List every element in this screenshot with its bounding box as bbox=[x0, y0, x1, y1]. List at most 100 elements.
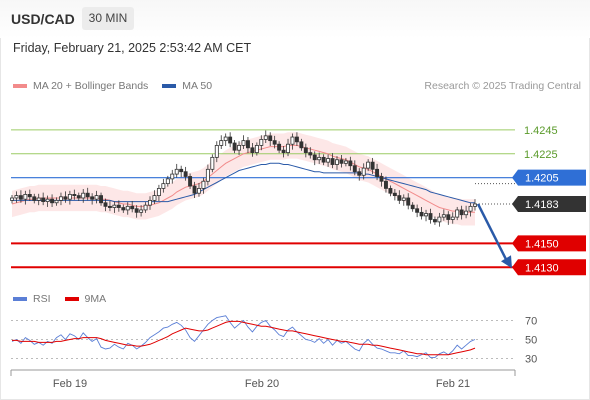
candle-body bbox=[459, 209, 464, 216]
candle-body bbox=[174, 168, 179, 175]
candle bbox=[392, 189, 397, 201]
candle bbox=[428, 208, 433, 224]
candle-body bbox=[335, 159, 339, 165]
candle bbox=[228, 132, 233, 148]
candle bbox=[170, 169, 175, 184]
candle bbox=[370, 157, 375, 175]
candle-body bbox=[286, 143, 290, 153]
candle bbox=[321, 154, 326, 166]
candle bbox=[455, 206, 460, 221]
candle bbox=[174, 163, 179, 178]
candle-body bbox=[188, 176, 193, 187]
level-label-0: 1.4245 bbox=[524, 125, 558, 137]
candle-body bbox=[428, 213, 433, 220]
candle-body bbox=[375, 168, 380, 177]
candle-body bbox=[455, 209, 460, 218]
candle-body bbox=[45, 198, 50, 202]
candle-body bbox=[205, 168, 210, 182]
candle bbox=[188, 173, 193, 190]
candle-body bbox=[437, 216, 442, 223]
candle bbox=[192, 181, 197, 198]
candle bbox=[441, 209, 446, 221]
candle-body bbox=[464, 210, 469, 216]
candle bbox=[245, 137, 250, 154]
candle-body bbox=[14, 195, 19, 199]
candle-body bbox=[116, 204, 121, 208]
candle-body bbox=[317, 156, 322, 161]
rsi-swatch bbox=[13, 297, 27, 301]
level-label-2: 1.4205 bbox=[525, 173, 559, 185]
candle bbox=[139, 205, 144, 217]
candle-body bbox=[250, 147, 255, 153]
candle-body bbox=[228, 136, 233, 144]
candle-body bbox=[134, 208, 139, 213]
candle-body bbox=[339, 159, 344, 164]
candle bbox=[161, 178, 166, 193]
candle bbox=[299, 138, 304, 151]
level-label-4: 1.4150 bbox=[525, 238, 559, 250]
ma50-line bbox=[12, 162, 475, 204]
candle-body bbox=[290, 136, 295, 145]
candle-body bbox=[263, 135, 268, 140]
candle bbox=[308, 147, 313, 159]
candle-body bbox=[468, 205, 473, 212]
candle bbox=[94, 190, 99, 204]
candle bbox=[223, 133, 228, 147]
candle bbox=[254, 142, 259, 156]
candle bbox=[112, 201, 117, 213]
candle-body bbox=[36, 197, 41, 201]
candle-body bbox=[321, 156, 326, 163]
candle bbox=[357, 168, 362, 181]
candle bbox=[437, 212, 442, 227]
rsi-tick-50: 50 bbox=[525, 335, 537, 347]
candle bbox=[116, 200, 121, 212]
candle-body bbox=[446, 214, 451, 220]
candle bbox=[281, 146, 286, 158]
candle bbox=[214, 141, 219, 163]
candle bbox=[54, 197, 59, 206]
candle bbox=[277, 141, 282, 154]
candle-body bbox=[308, 152, 313, 156]
candle bbox=[76, 192, 81, 201]
candle-body bbox=[245, 140, 250, 149]
level-label-3: 1.4183 bbox=[525, 199, 559, 211]
candle-body bbox=[165, 178, 170, 185]
rsi-tick-30: 30 bbox=[525, 354, 537, 366]
candle bbox=[241, 135, 246, 149]
candle-body bbox=[130, 205, 135, 210]
candle bbox=[401, 194, 406, 206]
candle-body bbox=[277, 143, 282, 151]
level-tag-3 bbox=[512, 195, 586, 212]
rsi-label: RSI bbox=[33, 293, 51, 305]
candle bbox=[85, 187, 90, 201]
candle-body bbox=[41, 197, 46, 202]
research-credit: Research © 2025 Trading Central bbox=[424, 80, 581, 92]
candle bbox=[237, 141, 242, 155]
candle bbox=[121, 204, 126, 213]
candle bbox=[36, 193, 41, 206]
candle bbox=[379, 172, 384, 187]
x-tick-label-2: Feb 21 bbox=[436, 378, 470, 390]
candle bbox=[415, 204, 420, 218]
ma20-line bbox=[11, 144, 475, 213]
candle-body bbox=[90, 196, 95, 200]
candle bbox=[424, 209, 428, 222]
candles-layer bbox=[10, 130, 477, 227]
candle bbox=[210, 154, 215, 173]
level-lines-layer bbox=[11, 129, 515, 269]
candle-body bbox=[401, 197, 406, 201]
level-label-5: 1.4130 bbox=[525, 262, 559, 274]
candle bbox=[459, 205, 464, 220]
candle bbox=[330, 153, 335, 169]
candle bbox=[446, 211, 451, 225]
candle-body bbox=[303, 147, 308, 153]
candle-body bbox=[67, 194, 72, 200]
candle-body bbox=[63, 196, 68, 200]
candle bbox=[130, 200, 135, 213]
candle bbox=[107, 200, 112, 212]
timeframe-button[interactable]: 30 MIN bbox=[82, 7, 134, 30]
candle-body bbox=[237, 145, 242, 151]
candle-body bbox=[348, 160, 353, 167]
candle bbox=[152, 190, 157, 204]
candle-body bbox=[473, 203, 477, 207]
